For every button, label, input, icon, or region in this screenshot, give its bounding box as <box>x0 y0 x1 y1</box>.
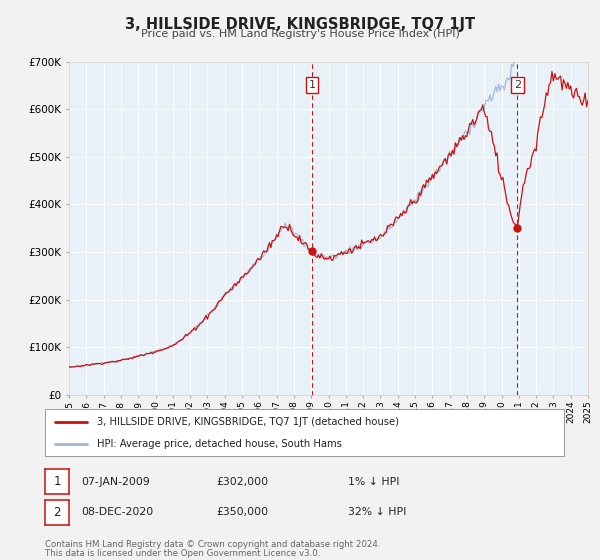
Text: 1% ↓ HPI: 1% ↓ HPI <box>348 477 400 487</box>
Text: 1: 1 <box>53 475 61 488</box>
Text: 3, HILLSIDE DRIVE, KINGSBRIDGE, TQ7 1JT (detached house): 3, HILLSIDE DRIVE, KINGSBRIDGE, TQ7 1JT … <box>97 417 399 427</box>
Text: £350,000: £350,000 <box>216 507 268 517</box>
Text: 1: 1 <box>308 80 316 90</box>
Text: 3, HILLSIDE DRIVE, KINGSBRIDGE, TQ7 1JT: 3, HILLSIDE DRIVE, KINGSBRIDGE, TQ7 1JT <box>125 17 475 32</box>
Text: £302,000: £302,000 <box>216 477 268 487</box>
Text: Price paid vs. HM Land Registry's House Price Index (HPI): Price paid vs. HM Land Registry's House … <box>140 29 460 39</box>
Text: Contains HM Land Registry data © Crown copyright and database right 2024.: Contains HM Land Registry data © Crown c… <box>45 540 380 549</box>
Text: 32% ↓ HPI: 32% ↓ HPI <box>348 507 406 517</box>
Text: 08-DEC-2020: 08-DEC-2020 <box>81 507 153 517</box>
Text: HPI: Average price, detached house, South Hams: HPI: Average price, detached house, Sout… <box>97 438 342 449</box>
Text: This data is licensed under the Open Government Licence v3.0.: This data is licensed under the Open Gov… <box>45 549 320 558</box>
Text: 2: 2 <box>53 506 61 519</box>
Text: 2: 2 <box>514 80 521 90</box>
Text: 07-JAN-2009: 07-JAN-2009 <box>81 477 150 487</box>
